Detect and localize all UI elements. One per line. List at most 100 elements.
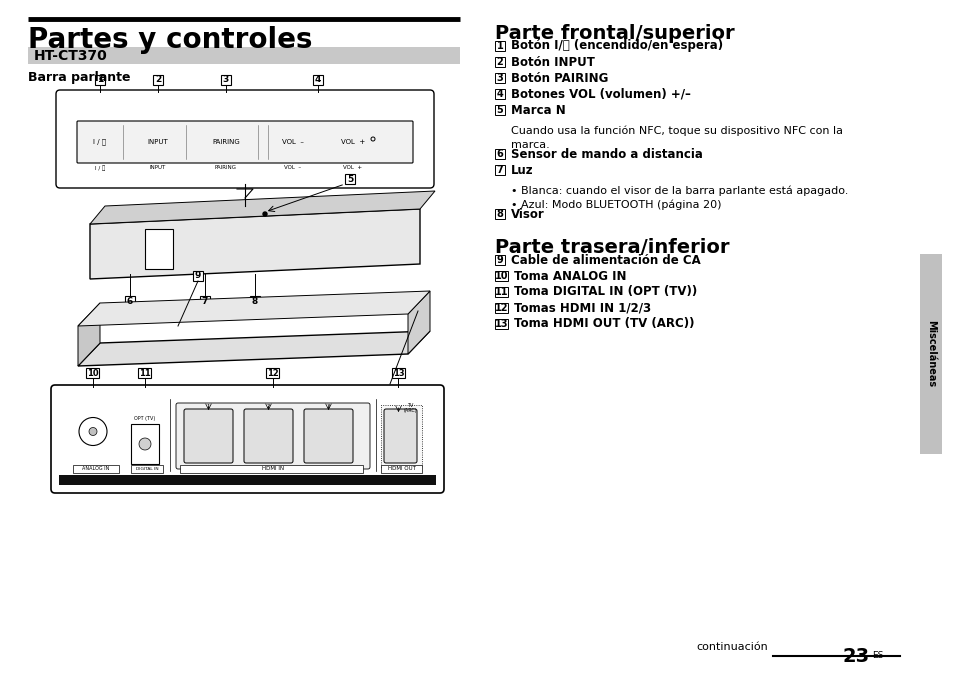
Text: 5: 5 — [497, 105, 503, 115]
Text: ANALOG IN: ANALOG IN — [82, 466, 110, 472]
Text: Toma ANALOG IN: Toma ANALOG IN — [514, 270, 626, 282]
FancyBboxPatch shape — [56, 90, 434, 188]
Text: 11: 11 — [139, 369, 151, 377]
Text: Misceláneas: Misceláneas — [925, 320, 935, 388]
Polygon shape — [408, 291, 430, 354]
Bar — [495, 41, 504, 51]
Bar — [138, 368, 152, 378]
Bar — [87, 368, 99, 378]
Text: 5: 5 — [347, 175, 353, 183]
Text: 8: 8 — [497, 209, 503, 219]
Bar — [250, 296, 260, 306]
Bar — [266, 368, 279, 378]
Circle shape — [89, 427, 97, 435]
Text: marca.: marca. — [511, 140, 549, 150]
Bar — [131, 424, 159, 464]
Text: Cable de alimentación de CA: Cable de alimentación de CA — [511, 253, 700, 266]
Bar — [495, 165, 504, 175]
Text: DIGITAL IN: DIGITAL IN — [135, 467, 158, 471]
Text: 2: 2 — [267, 404, 270, 409]
Text: 8: 8 — [252, 297, 258, 305]
Text: Visor: Visor — [511, 208, 544, 220]
Polygon shape — [78, 291, 430, 326]
Bar — [193, 271, 203, 281]
Text: ES: ES — [871, 651, 882, 660]
Bar — [95, 75, 105, 85]
Text: 4: 4 — [314, 75, 321, 84]
Text: Botón PAIRING: Botón PAIRING — [511, 71, 608, 84]
Text: Luz: Luz — [511, 164, 533, 177]
Bar — [495, 149, 504, 159]
Text: HT-CT370: HT-CT370 — [34, 49, 108, 63]
Text: VOL  +: VOL + — [343, 165, 362, 170]
Text: Parte frontal/superior: Parte frontal/superior — [495, 24, 734, 43]
FancyBboxPatch shape — [175, 403, 370, 469]
Bar — [495, 287, 507, 297]
Text: INPUT: INPUT — [150, 165, 166, 170]
Text: Tomas HDMI IN 1/2/3: Tomas HDMI IN 1/2/3 — [514, 301, 651, 315]
Bar — [495, 303, 507, 313]
Text: PAIRING: PAIRING — [214, 165, 236, 170]
Text: Partes y controles: Partes y controles — [28, 26, 313, 54]
Text: Botón I/⏻ (encendido/en espera): Botón I/⏻ (encendido/en espera) — [511, 40, 722, 53]
Text: 4: 4 — [497, 89, 503, 99]
Bar — [131, 465, 163, 473]
Text: 13: 13 — [495, 319, 508, 329]
Text: OPT (TV): OPT (TV) — [134, 416, 155, 421]
Text: I / ⏻: I / ⏻ — [93, 139, 107, 146]
Text: continuación: continuación — [696, 642, 767, 652]
Bar — [125, 296, 135, 306]
Bar — [200, 296, 210, 306]
Text: 10: 10 — [495, 271, 508, 281]
Text: 9: 9 — [194, 272, 201, 280]
Text: 6: 6 — [497, 149, 503, 159]
Text: 1: 1 — [97, 75, 103, 84]
FancyBboxPatch shape — [184, 409, 233, 463]
Text: 11: 11 — [495, 287, 508, 297]
Bar — [28, 47, 459, 64]
Text: 13: 13 — [393, 369, 404, 377]
Text: PAIRING: PAIRING — [212, 139, 239, 145]
Polygon shape — [90, 209, 419, 279]
Text: Botón INPUT: Botón INPUT — [511, 55, 595, 69]
Circle shape — [263, 212, 267, 216]
Bar — [380, 465, 421, 473]
Bar — [495, 319, 507, 329]
Text: 3: 3 — [327, 404, 330, 409]
Text: 3: 3 — [497, 73, 503, 83]
Circle shape — [79, 417, 107, 446]
Polygon shape — [90, 191, 435, 224]
Text: Toma DIGITAL IN (OPT (TV)): Toma DIGITAL IN (OPT (TV)) — [514, 286, 697, 299]
Text: • Azul: Modo BLUETOOTH (página 20): • Azul: Modo BLUETOOTH (página 20) — [511, 200, 720, 210]
Text: 3: 3 — [223, 75, 229, 84]
Circle shape — [139, 438, 151, 450]
Bar — [495, 105, 504, 115]
Bar — [495, 209, 504, 219]
FancyBboxPatch shape — [304, 409, 353, 463]
Bar — [495, 271, 507, 281]
Bar — [495, 89, 504, 99]
Text: 10: 10 — [87, 369, 99, 377]
Bar — [919, 254, 941, 454]
Bar — [152, 75, 163, 85]
Text: 23: 23 — [842, 647, 869, 666]
Text: 12: 12 — [267, 369, 278, 377]
Text: VOL  –: VOL – — [282, 139, 304, 145]
Bar — [73, 465, 119, 473]
Text: 12: 12 — [495, 303, 508, 313]
FancyBboxPatch shape — [51, 385, 443, 493]
FancyBboxPatch shape — [244, 409, 293, 463]
FancyBboxPatch shape — [77, 121, 413, 163]
Text: Botones VOL (volumen) +/–: Botones VOL (volumen) +/– — [511, 88, 690, 100]
Text: INPUT: INPUT — [148, 139, 168, 145]
Bar — [313, 75, 323, 85]
Bar — [345, 174, 355, 184]
Text: VOL  +: VOL + — [340, 139, 365, 145]
Bar — [495, 255, 504, 265]
Text: Barra parlante: Barra parlante — [28, 71, 131, 84]
Text: • Blanca: cuando el visor de la barra parlante está apagado.: • Blanca: cuando el visor de la barra pa… — [511, 186, 847, 197]
Text: TV
(ARC): TV (ARC) — [403, 403, 416, 413]
Text: HDMI OUT: HDMI OUT — [387, 466, 415, 472]
Text: 7: 7 — [202, 297, 208, 305]
Text: 2: 2 — [497, 57, 503, 67]
